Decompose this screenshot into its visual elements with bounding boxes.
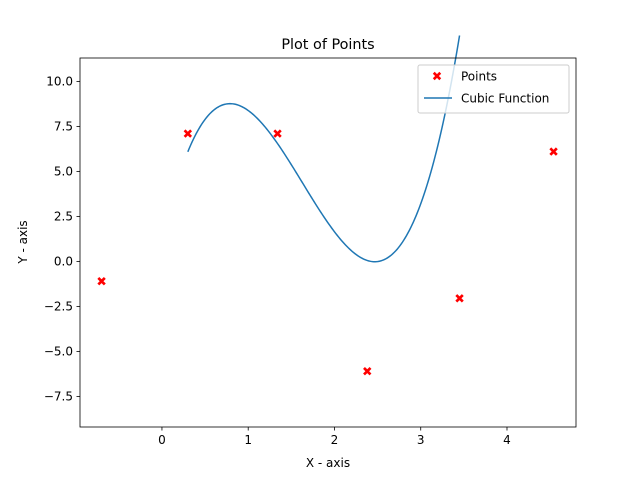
data-point <box>549 147 558 156</box>
x-axis-label: X - axis <box>306 456 350 470</box>
plot-area <box>97 35 558 376</box>
legend-points-marker <box>432 71 442 81</box>
data-point <box>273 129 282 138</box>
x-tick-label: 4 <box>503 433 511 447</box>
y-tick-label: −5.0 <box>44 345 73 359</box>
legend-box <box>417 64 570 114</box>
y-tick-label: 10.0 <box>46 75 73 89</box>
data-point <box>455 294 464 303</box>
y-tick-label: 0.0 <box>54 255 73 269</box>
cubic-function-line <box>187 35 461 263</box>
data-point <box>97 277 106 286</box>
y-tick-label: 5.0 <box>54 165 73 179</box>
x-tick-label: 0 <box>158 433 166 447</box>
legend-points-label: Points <box>461 70 497 84</box>
y-tick-label: −2.5 <box>44 300 73 314</box>
x-tick-label: 2 <box>331 433 339 447</box>
y-tick-label: 2.5 <box>54 210 73 224</box>
data-point <box>183 129 193 138</box>
axes: 0 1 2 3 4 −7.5 −5.0 −2.5 0.0 2.5 5.0 7.5 10.0 <box>44 75 511 447</box>
chart-title: Plot of Points <box>281 37 374 53</box>
y-axis-label: Y - axis <box>16 220 30 264</box>
x-tick-label: 1 <box>244 433 252 447</box>
legend-cubic-label: Cubic Function <box>461 92 549 106</box>
legend-x-marker <box>432 71 442 81</box>
x-tick-label: 3 <box>417 433 425 447</box>
y-tick-label: −7.5 <box>44 390 73 404</box>
legend: Points Cubic Function <box>417 64 570 114</box>
axes-frame <box>79 57 577 428</box>
data-point <box>363 367 372 376</box>
y-tick-label: 7.5 <box>54 120 73 134</box>
